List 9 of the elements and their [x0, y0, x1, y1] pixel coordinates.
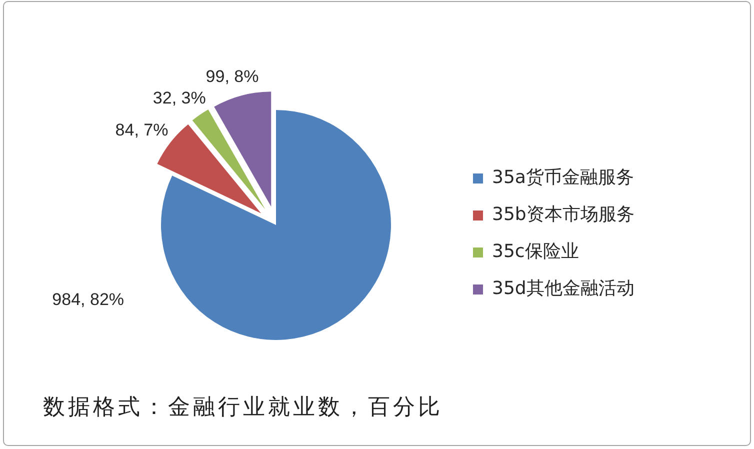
data-label: 984, 82%: [52, 290, 124, 309]
legend-label: 35c保险业: [492, 241, 579, 262]
legend-label: 35b资本市场服务: [492, 204, 634, 226]
text: 数据格式：金融行业就业数，百分比: [43, 394, 443, 422]
data-label: 84, 7%: [115, 120, 168, 140]
legend-label: 35d其他金融活动: [492, 278, 634, 300]
data-label: 32, 3%: [152, 88, 206, 108]
legend-label: 35a货币金融服务: [492, 167, 634, 188]
data-label: 99, 8%: [206, 66, 259, 86]
